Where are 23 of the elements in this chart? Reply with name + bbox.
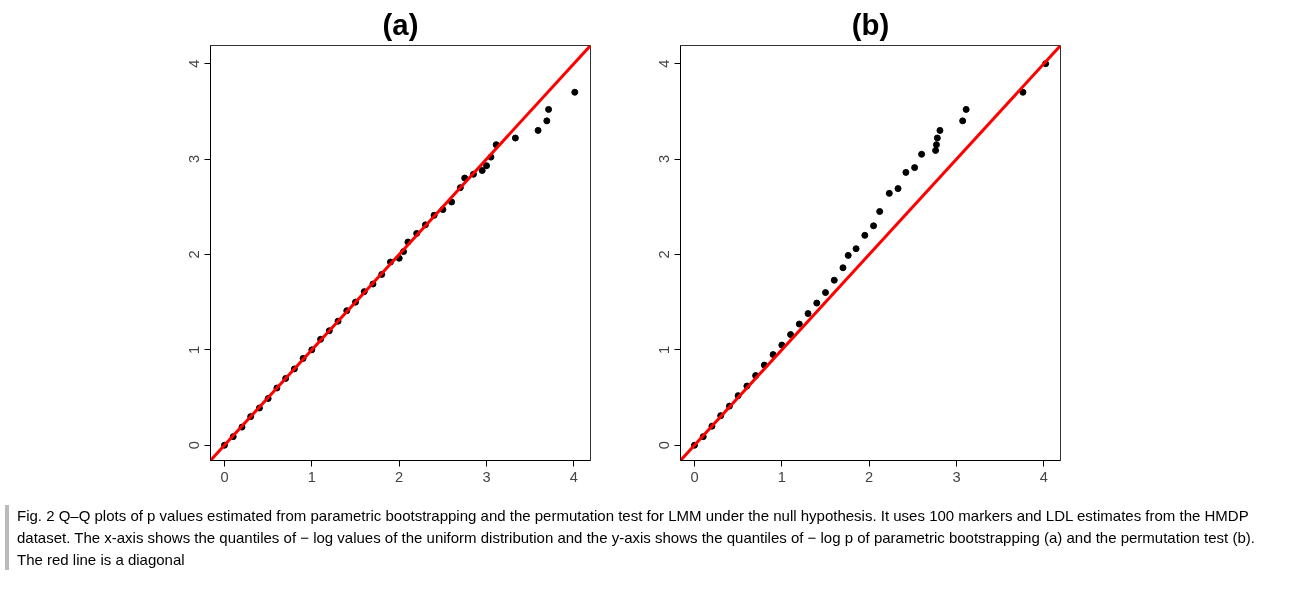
x-tick-label: 2 xyxy=(865,468,874,485)
y-tick-label: 1 xyxy=(186,345,203,354)
y-tick-label: 2 xyxy=(186,250,203,259)
y-tick-label: 4 xyxy=(186,59,203,68)
chart-title: (b) xyxy=(851,7,890,41)
x-tick-label: 1 xyxy=(777,468,786,485)
y-tick-label: 2 xyxy=(656,250,673,259)
y-tick-label: 4 xyxy=(656,59,673,68)
x-tick-label: 0 xyxy=(220,468,229,485)
x-tick-label: 0 xyxy=(690,468,699,485)
x-tick-label: 2 xyxy=(395,468,404,485)
x-tick-label: 3 xyxy=(482,468,491,485)
y-tick-label: 3 xyxy=(656,154,673,164)
x-tick-label: 3 xyxy=(952,468,961,485)
x-tick-label: 4 xyxy=(569,468,578,485)
y-tick-label: 0 xyxy=(186,441,203,450)
chart-title: (a) xyxy=(382,7,419,41)
caption: Fig. 2 Q–Q plots of p values estimated from parametric bootstrapping and the permutation test for LMM under the null hypothesis. It uses 100 markers and LDL estimates from the HMDP dataset. The x-axis shows the quantiles of − log values of the uniform distribution and the y-axis shows the quantiles of − log p of parametric bootstrapping (a) and the permutation test (b). The red line is a diagonal xyxy=(17,506,1256,570)
y-tick-label: 1 xyxy=(656,345,673,354)
x-tick-label: 1 xyxy=(307,468,316,485)
y-tick-label: 3 xyxy=(186,154,203,164)
y-tick-label: 0 xyxy=(656,441,673,450)
x-tick-label: 4 xyxy=(1039,468,1048,485)
